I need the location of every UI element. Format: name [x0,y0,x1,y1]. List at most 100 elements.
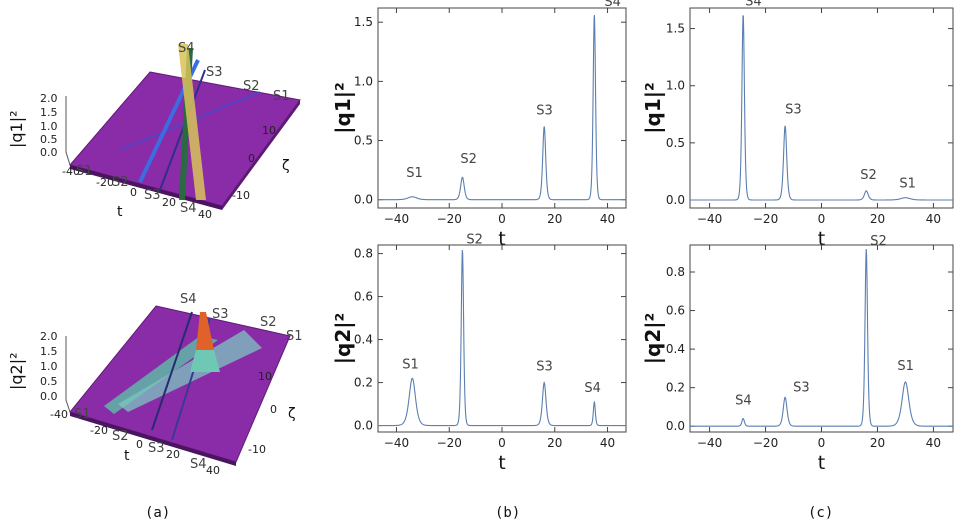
zlabel-a-bottom: |q2|² [7,352,26,390]
y-tick-label: 1.0 [666,79,685,93]
xtick-a-top: -40 [62,165,80,178]
x-tick-label: 20 [870,436,885,450]
soliton-label-a-bottom: S1 [286,329,303,344]
y-axis-label: |q2|² [641,313,665,365]
z-axis-a-top [65,96,71,166]
xlabel-a-bottom: t [124,448,130,464]
xtick-a-bottom: 20 [166,448,180,461]
peak-label-s3: S3 [536,103,553,118]
plot-frame [689,244,954,433]
base-label-a-bottom: S3 [148,441,165,456]
x-tick-label: −40 [697,436,722,450]
surface-a-bottom-edge [70,412,236,466]
y-tick-label: 0.6 [666,304,685,318]
x-tick-label: 0 [498,436,506,450]
y-tick-label: 0.0 [354,419,373,433]
ztick-a-top: 0.0 [40,146,58,159]
x-tick-label: 40 [600,436,615,450]
peak-label-s2: S2 [870,234,887,249]
ridge-a-top-3 [159,69,206,191]
x-tick-label: −20 [753,436,778,450]
panel-a-top: 2.0 1.5 1.0 0.5 0.0 |q1|² -40 -20 0 20 4… [7,41,301,221]
band-a-bottom-1 [104,336,218,414]
y-tick-label: 0.4 [666,342,685,356]
y-tick-label: 0.8 [666,265,685,279]
y-tick-label: 0.6 [354,290,373,304]
plot-c-bottom: −40 −20 0 20 40 0.0 0.2 0.4 0.6 0.8 S4 S3 S2 S1 t |q2|² [641,234,954,474]
caption-c: (c) [808,505,833,521]
ztick-a-top: 2.0 [40,92,58,105]
x-tick-label: −40 [697,212,722,226]
zetalabel-a-top: ζ [282,158,290,174]
x-tick-label: −20 [437,436,462,450]
zlabel-a-top: |q1|² [7,110,26,148]
xtick-a-bottom: -20 [90,424,108,437]
base-label-a-top: S2 [112,175,129,190]
soliton-label-a-top: S1 [273,89,290,104]
ztick-a-bottom: 0.5 [40,375,58,388]
series-line [378,15,626,201]
series-line [690,249,953,427]
peak-a-bottom [196,312,214,350]
y-axis-label: |q1|² [331,82,355,134]
y-tick-label: 0.0 [666,193,685,207]
zetatick-a-bottom: 0 [270,403,277,416]
y-tick-label: 1.0 [354,74,373,88]
xtick-a-bottom: 0 [136,438,143,451]
z-axis-a-bottom [65,336,71,413]
peak-label-s4: S4 [584,381,601,396]
x-axis-label: t [818,228,825,250]
ztick-a-top: 1.0 [40,120,58,133]
x-tick-label: −40 [384,436,409,450]
x-tick-label: 20 [547,436,562,450]
peak-a-bottom-base [190,350,220,372]
y-tick-label: 0.0 [666,419,685,433]
xlabel-a-top: t [117,204,123,220]
peak-label-s1: S1 [406,166,423,181]
peak-label-s3: S3 [793,380,810,395]
ztick-a-bottom: 2.0 [40,330,58,343]
y-tick-label: 0.2 [354,376,373,390]
peak-label-s4: S4 [604,0,621,10]
peak-label-s1: S1 [402,357,419,372]
peak-label-s2: S2 [460,152,477,167]
y-tick-label: 1.5 [354,15,373,29]
x-tick-label: 40 [600,212,615,226]
plot-c-top: −40 −20 0 20 40 0.0 0.5 1.0 1.5 S4 S3 S2 S1 t |q1|² [641,0,954,250]
y-tick-label: 0.5 [666,136,685,150]
x-tick-label: 0 [498,212,506,226]
y-tick-label: 0.2 [666,381,685,395]
peak-label-s4: S4 [745,0,762,10]
soliton-label-a-bottom: S4 [180,292,197,307]
x-axis-label: t [498,452,505,474]
y-tick-label: 0.8 [354,247,373,261]
x-tick-label: 20 [547,212,562,226]
peak-a-top [178,44,206,200]
ztick-a-bottom: 0.0 [40,390,58,403]
base-label-a-bottom: S2 [112,429,129,444]
y-axis-label: |q1|² [641,82,665,134]
x-tick-label: 20 [870,212,885,226]
xtick-a-top: 20 [162,196,176,209]
plot-b-top: −40 −20 0 20 40 0.0 0.5 1.0 1.5 S1 S2 S3 S4 t |q1|² [331,0,627,250]
ztick-a-bottom: 1.5 [40,345,58,358]
base-label-a-top: S3 [144,188,161,203]
y-tick-label: 0.0 [354,193,373,207]
soliton-label-a-bottom: S2 [260,315,277,330]
xtick-a-top: 40 [198,208,212,221]
peak-label-s1: S1 [897,359,914,374]
x-axis-label: t [818,452,825,474]
surface-a-top-right-edge [222,100,300,210]
x-tick-label: 40 [926,436,941,450]
soliton-label-a-top: S3 [206,65,223,80]
xtick-a-bottom: -40 [50,408,68,421]
panel-a-bottom: 2.0 1.5 1.0 0.5 0.0 |q2|² -40 -20 0 20 4… [7,292,303,477]
plot-b-bottom: −40 −20 0 20 40 0.0 0.2 0.4 0.6 0.8 S1 S2 S3 S4 t |q2|² [331,232,627,474]
zetatick-a-top: -10 [232,189,250,202]
zetatick-a-bottom: -10 [248,443,266,456]
base-label-a-top: S4 [180,201,197,216]
y-axis-label: |q2|² [331,313,355,365]
base-label-a-top: S1 [76,164,93,179]
xtick-a-top: 0 [130,186,137,199]
